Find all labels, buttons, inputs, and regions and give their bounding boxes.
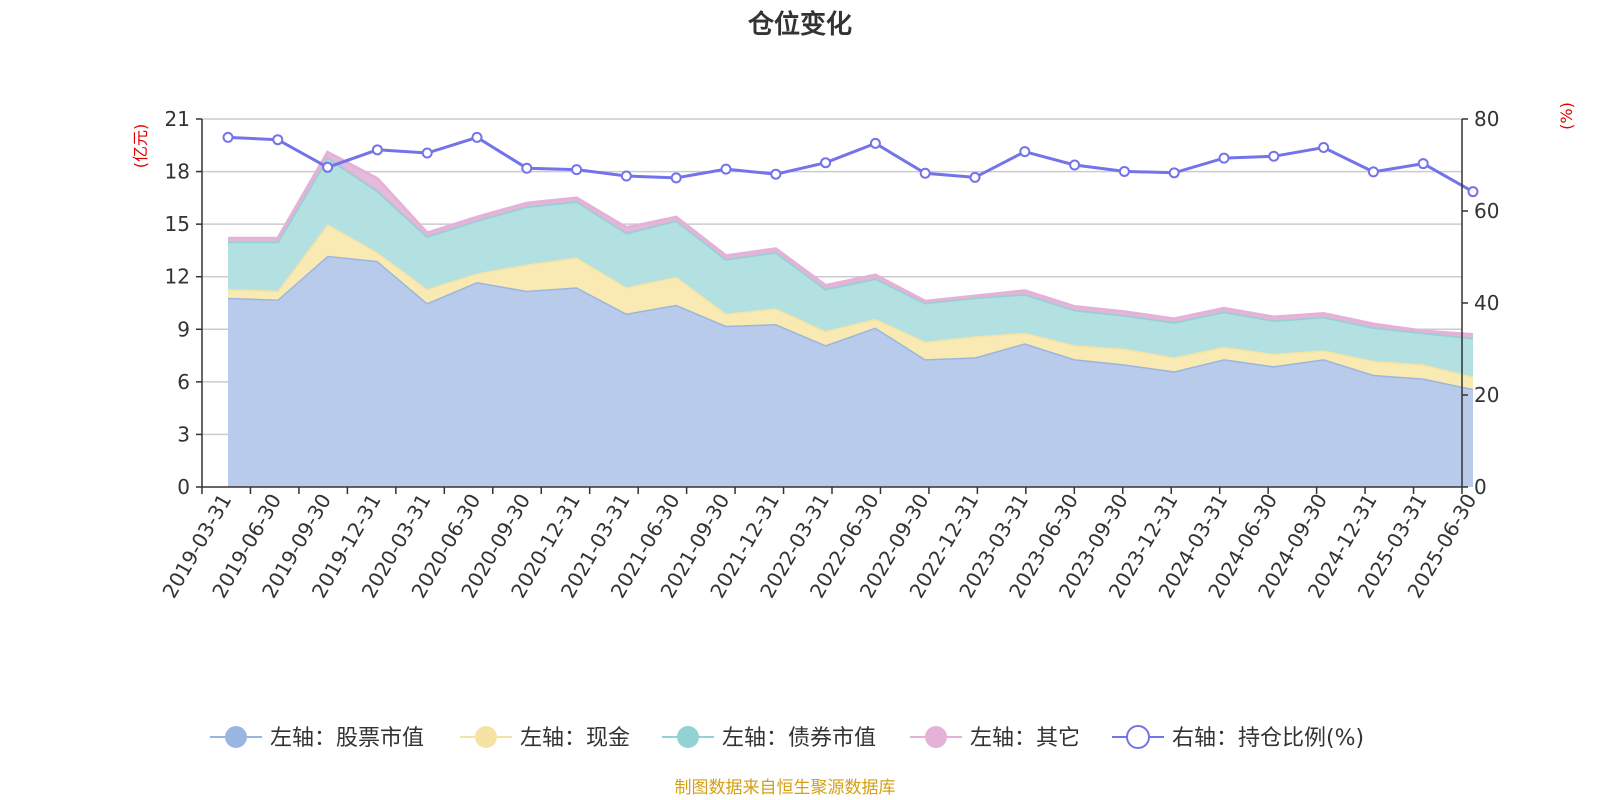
legend-item[interactable]: 左轴：股票市值 [210,726,424,751]
left-tick-label: 9 [177,317,190,341]
ratio-point [820,157,832,169]
ratio-point [521,162,533,174]
ratio-point [969,171,981,183]
ratio-point [1268,150,1280,162]
ratio-point [1318,142,1330,154]
ratio-point [222,131,234,143]
ratio-point [670,172,682,184]
holding-ratio-line [222,131,1479,198]
left-tick-label: 15 [165,212,190,236]
stacked-areas [227,150,1474,487]
source-note: 制图数据来自恒生聚源数据库 [675,778,896,798]
area-2 [228,224,1473,389]
legend-item[interactable]: 左轴：债券市值 [662,726,876,751]
ratio-point [720,163,732,175]
left-tick-label: 12 [165,265,190,289]
ratio-point [770,168,782,180]
ratio-point [1168,167,1180,179]
legend[interactable]: 左轴：股票市值 左轴：现金 左轴：债券市值 左轴：其它 右轴：持仓比例(%) [210,725,1364,751]
chart-title: 仓位变化 [747,9,852,40]
left-axis-unit: (亿元) [131,124,150,169]
left-tick-label: 6 [177,370,190,394]
ratio-point [620,170,632,182]
ratio-point [272,134,284,146]
legend-marker-icon [1126,725,1150,749]
left-tick-label: 18 [165,160,190,184]
left-tick-label: 3 [177,422,190,446]
legend-label: 左轴：现金 [520,726,630,751]
right-tick-label: 20 [1474,383,1499,407]
legend-item[interactable]: 左轴：其它 [910,726,1080,751]
legend-label: 左轴：其它 [970,726,1080,751]
legend-label: 左轴：股票市值 [270,726,424,751]
left-tick-label: 21 [165,107,190,131]
legend-item[interactable]: 右轴：持仓比例(%) [1112,725,1364,751]
ratio-point [471,131,483,143]
area-1 [228,255,1473,487]
ratio-point [1467,186,1479,198]
ratio-point [1069,159,1081,171]
legend-marker-icon [677,726,699,748]
legend-label: 右轴：持仓比例(%) [1172,726,1364,751]
ratio-point [421,147,433,159]
right-tick-label: 60 [1474,199,1499,223]
legend-item[interactable]: 左轴：现金 [460,726,630,751]
right-tick-label: 40 [1474,291,1499,315]
legend-marker-icon [925,726,947,748]
area-line-4 [228,150,1474,336]
ratio-point [571,164,583,176]
right-axis-unit: (%) [1557,102,1576,130]
right-tick-label: 0 [1474,475,1487,499]
ratio-line [227,135,1474,194]
ratio-point [869,137,881,149]
ratio-point [1367,166,1379,178]
ratio-point [1118,165,1130,177]
legend-marker-icon [225,726,247,748]
ratio-point [371,144,383,156]
ratio-point [1218,152,1230,164]
legend-label: 左轴：债券市值 [722,726,876,751]
left-tick-label: 0 [177,475,190,499]
ratio-point [322,161,334,173]
right-tick-label: 80 [1474,107,1499,131]
legend-marker-icon [475,726,497,748]
ratio-point [919,167,931,179]
ratio-point [1417,158,1429,170]
ratio-point [1019,146,1031,158]
